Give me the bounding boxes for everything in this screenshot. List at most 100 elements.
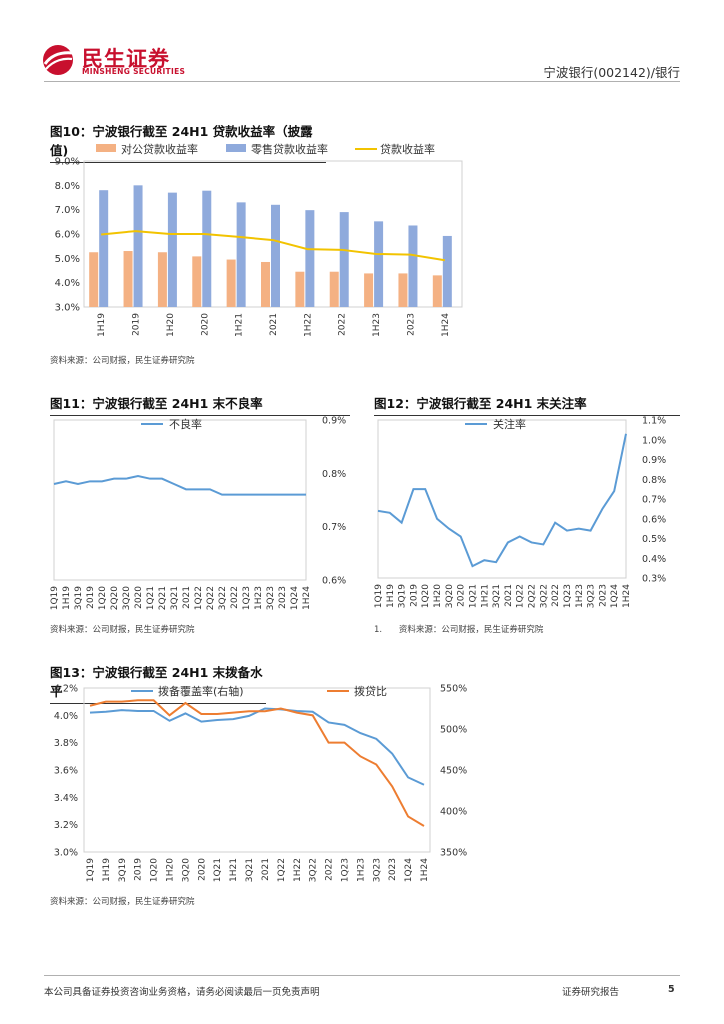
x-tick-label: 3Q23 [266, 586, 276, 610]
bar-corporate-yield [261, 261, 270, 307]
x-tick-label: 1H19 [102, 858, 112, 882]
figure-10-chart: 9.0% 8.0% 7.0% 6.0% 5.0% 4.0% 3.0% 1H19 2019 1H20… [55, 142, 463, 337]
footer-divider [44, 975, 680, 976]
plot-frame [53, 419, 307, 581]
figure-12-chart: 1.1% 1.0% 0.9% 0.8% 0.7% 0.6% 0.5% 0.4% 0.3% 1Q19… [374, 416, 666, 609]
x-tick-label: 2021 [261, 858, 271, 881]
x-tick-label: 1H23 [372, 313, 382, 337]
y-tick-label: 0.6% [642, 514, 666, 525]
x-tick-label: 2023 [278, 586, 288, 609]
x-tick-label: 1H21 [229, 858, 239, 882]
bar-corporate-yield [226, 259, 236, 307]
plot-frame [377, 419, 627, 579]
bar-retail-yield [236, 202, 246, 307]
x-tick-label: 3Q19 [118, 858, 128, 883]
y-tick-label: 7.0% [55, 205, 80, 216]
figure-10-source: 资料来源：公司财报，民生证券研究院 [50, 356, 195, 366]
y-tick-label: 4.0% [55, 278, 80, 289]
y-tick-label-left: 3.0% [54, 848, 78, 859]
legend-label: 贷款收益率 [380, 142, 435, 156]
bar-retail-yield [202, 190, 212, 307]
x-tick-label: 1H22 [303, 313, 313, 337]
figure-11-chart: 0.9% 0.8% 0.7% 0.6% 1Q19 1H19 3Q19 2019 1Q20 2Q20… [50, 416, 346, 611]
y-tick-label-right: 500% [440, 725, 467, 736]
bar-retail-yield [374, 221, 384, 307]
x-tick-label: 3Q21 [245, 858, 255, 882]
x-tick-label: 2022 [551, 584, 561, 607]
y-tick-label: 6.0% [55, 230, 80, 241]
y-tick-label: 5.0% [55, 254, 80, 265]
x-tick-label: 2021 [504, 584, 514, 607]
x-tick-label: 1Q21 [468, 584, 478, 608]
bar-retail-yield [339, 212, 349, 307]
x-tick-label: 2Q22 [528, 584, 538, 608]
x-tick-label: 2Q21 [158, 586, 168, 610]
x-tick-label: 1H19 [386, 584, 396, 608]
bar-corporate-yield [432, 275, 442, 307]
x-tick-label: 1H21 [235, 313, 245, 337]
report-subject: 宁波银行(002142)/银行 [543, 65, 680, 80]
y-tick-label: 3.0% [55, 303, 80, 314]
x-tick-label: 3Q21 [170, 586, 180, 610]
x-tick-label: 2019 [86, 586, 96, 609]
y-tick-label-left: 3.2% [54, 820, 78, 831]
x-tick-label: 1H20 [166, 313, 176, 337]
y-tick-label-right: 350% [440, 848, 467, 859]
x-tick-label: 2020 [457, 584, 467, 607]
x-tick-label: 3Q22 [309, 858, 319, 882]
y-tick-label: 0.5% [642, 534, 666, 545]
y-tick-label: 0.8% [322, 469, 346, 480]
x-tick-label: 2022 [338, 313, 348, 336]
figure-10-title: 图10：宁波银行截至 24H1 贷款收益率（披露值) [50, 121, 326, 163]
x-tick-label: 1H24 [420, 858, 430, 882]
x-tick-label: 2Q22 [206, 586, 216, 610]
x-tick-label: 3Q20 [122, 586, 132, 611]
x-tick-label: 2022 [230, 586, 240, 609]
x-tick-label: 1H20 [166, 858, 176, 882]
bar-retail-yield [271, 204, 280, 307]
x-tick-label: 1Q20 [150, 858, 160, 883]
figure-13-source: 资料来源：公司财报，民生证券研究院 [50, 897, 195, 907]
y-tick-label: 1.1% [642, 416, 666, 427]
x-tick-label: 2019 [134, 858, 144, 881]
figure-12-title: 图12：宁波银行截至 24H1 末关注率 [374, 393, 680, 416]
legend-label: 拨贷比 [354, 684, 387, 698]
figure-12-source: 1. 资料来源：公司财报，民生证券研究院 [374, 623, 543, 635]
x-tick-label: 2020 [197, 858, 207, 881]
figure-12-source-text: 资料来源：公司财报，民生证券研究院 [398, 625, 544, 635]
figure-13-chart: 4.2% 4.0% 3.8% 3.6% 3.4% 3.2% 3.0% 550% 500% 450%… [54, 684, 467, 883]
y-tick-label: 9.0% [55, 157, 80, 168]
x-tick-label: 1Q22 [516, 584, 526, 608]
bar-corporate-yield [364, 273, 374, 307]
x-tick-label: 1Q23 [340, 858, 350, 882]
bar-corporate-yield [295, 271, 305, 307]
x-tick-label: 1Q22 [194, 586, 204, 610]
x-tick-label: 3Q19 [74, 586, 84, 611]
footer-report-type: 证券研究报告 [562, 987, 620, 998]
bar-retail-yield [442, 235, 452, 307]
figure-11-title: 图11：宁波银行截至 24H1 末不良率 [50, 393, 350, 416]
bar-retail-yield [167, 192, 177, 307]
y-tick-label-left: 4.0% [54, 711, 78, 722]
x-tick-label: 1H19 [97, 313, 107, 337]
x-tick-label: 1H22 [293, 858, 303, 882]
x-tick-label: 2019 [409, 584, 419, 607]
legend-label: 不良率 [169, 417, 202, 431]
bar-corporate-yield [89, 252, 99, 307]
x-tick-label: 1Q20 [421, 584, 431, 609]
x-tick-label: 1H21 [480, 584, 490, 608]
y-tick-label: 0.4% [642, 554, 666, 565]
bar-retail-yield [408, 225, 418, 307]
brand-name-cn: 民生证券 [82, 47, 170, 71]
x-tick-label: 1Q21 [146, 586, 156, 610]
legend-label: 零售贷款收益率 [251, 142, 328, 156]
x-tick-label: 3Q19 [398, 584, 408, 609]
x-tick-label: 1H24 [622, 584, 632, 608]
x-tick-label: 1Q23 [242, 586, 252, 610]
bar-retail-yield [99, 190, 109, 307]
x-tick-label: 1Q22 [277, 858, 287, 882]
x-tick-label: 1Q19 [50, 586, 60, 611]
x-tick-label: 1Q24 [290, 586, 300, 611]
y-tick-label: 0.7% [322, 522, 346, 533]
x-tick-label: 1H23 [356, 858, 366, 882]
